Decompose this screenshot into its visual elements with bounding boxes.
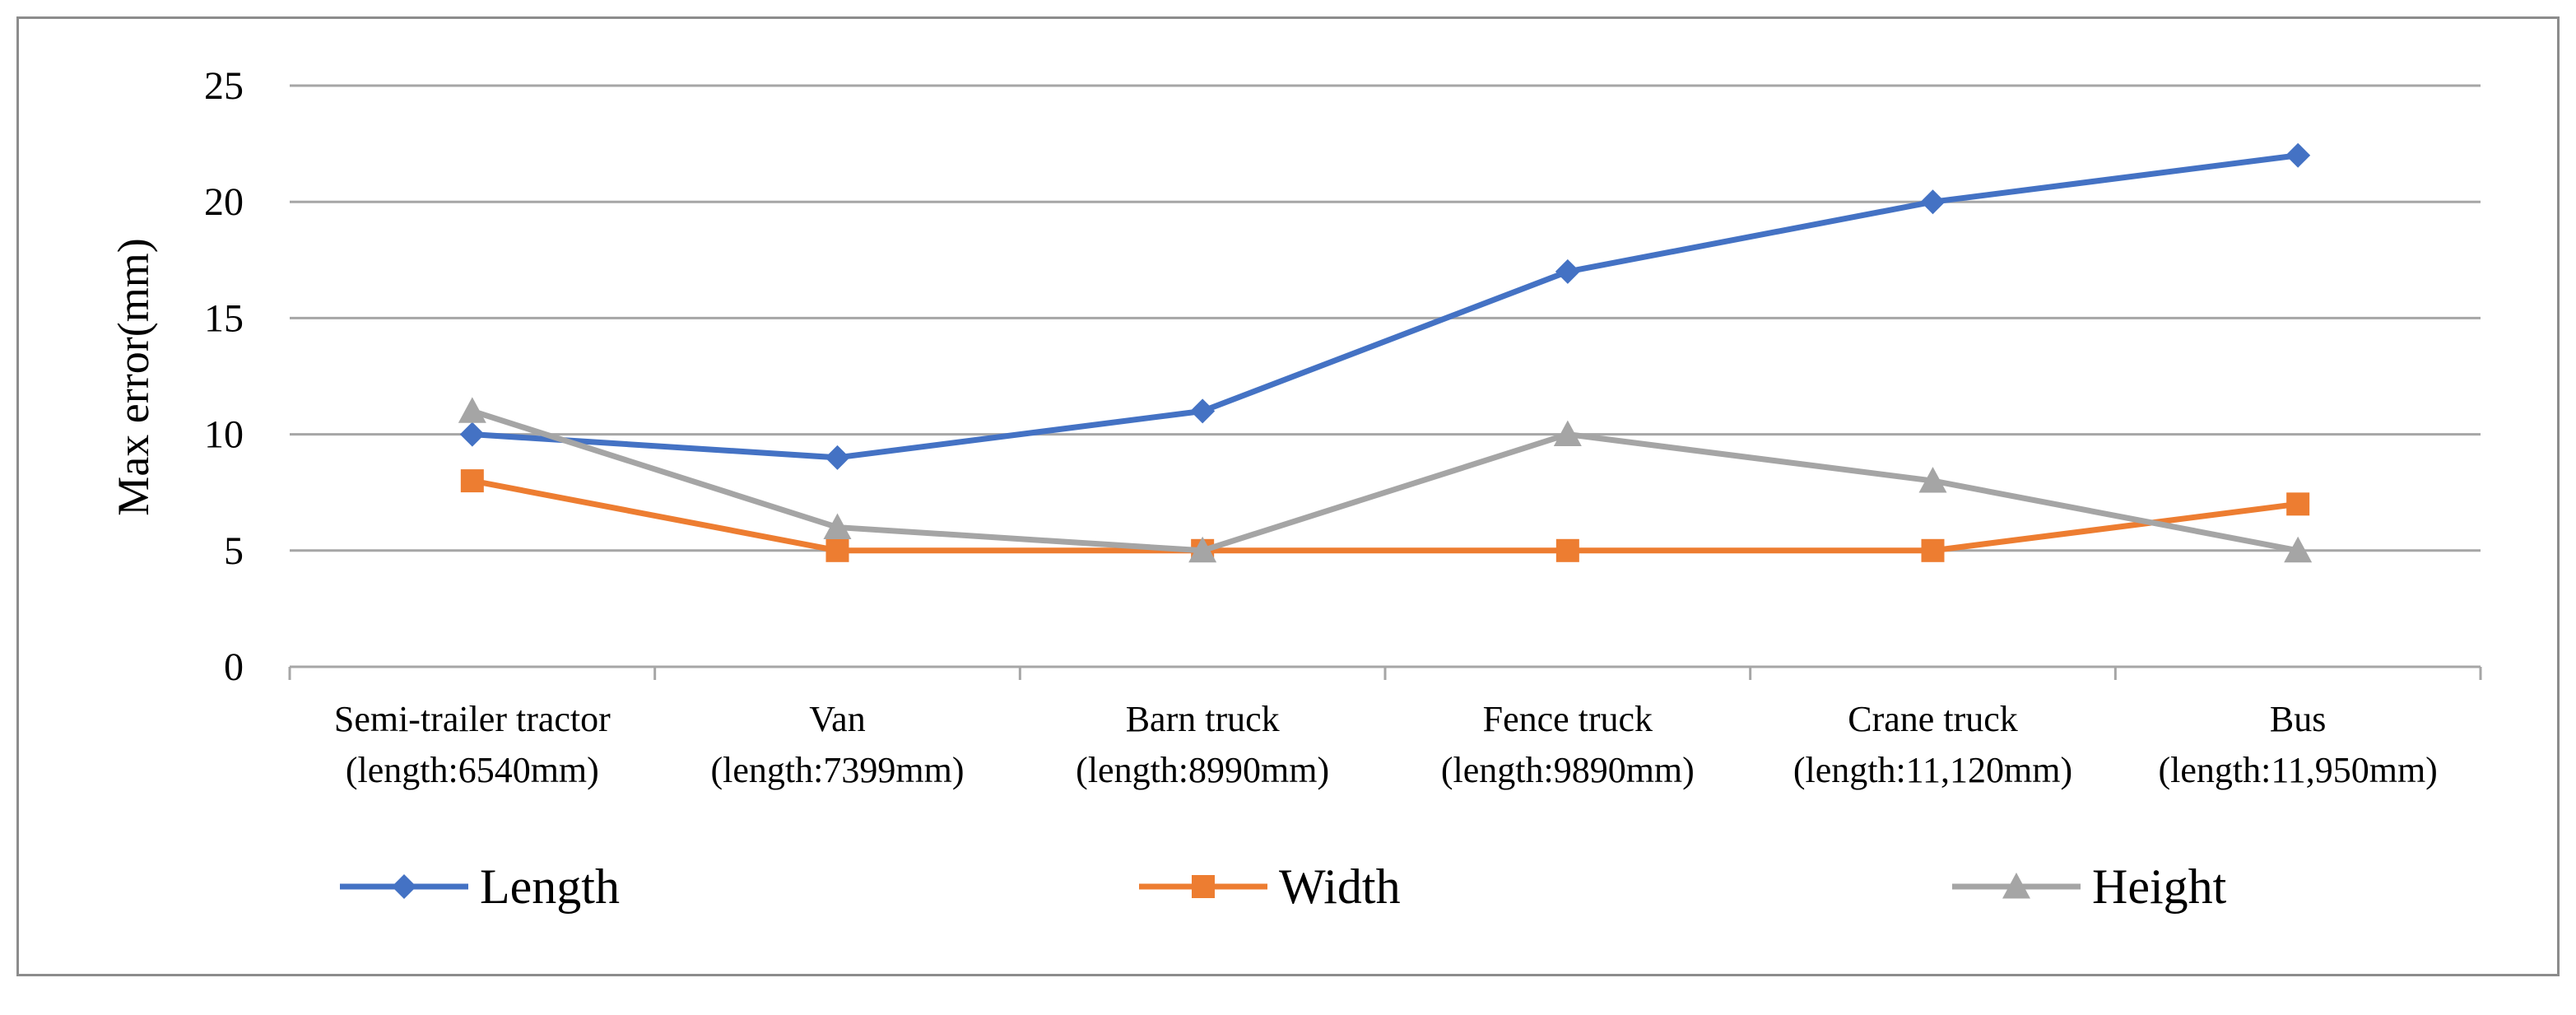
x-tick-label: Crane truck: [1848, 699, 2017, 739]
height-point: [1918, 467, 1947, 493]
length-point: [2285, 142, 2311, 168]
length-point: [1190, 398, 1216, 424]
x-tick-label-detail: (length:9890mm): [1441, 750, 1695, 790]
series-line-height: [471, 408, 2299, 554]
length-point: [1555, 258, 1580, 284]
x-tick-label: Barn truck: [1126, 699, 1280, 739]
y-tick-label: 25: [204, 64, 244, 108]
width-point: [825, 538, 849, 562]
x-tick-label-detail: (length:11,950mm): [2159, 750, 2438, 790]
height-point: [458, 397, 486, 423]
height-point: [1188, 536, 1217, 563]
y-tick-label: 20: [204, 180, 244, 224]
series-line-length: [472, 152, 2299, 461]
width-point: [460, 469, 484, 493]
width-point: [1921, 538, 1945, 562]
y-tick-label: 0: [224, 645, 244, 689]
x-axis: [288, 665, 2482, 680]
series-line-width: [472, 477, 2299, 554]
legend: Length Width Height: [340, 859, 2227, 914]
series-lines: [458, 142, 2313, 563]
x-tick-labels: Semi-trailer tractor (length:6540mm) Van (l…: [334, 699, 2438, 790]
length-point: [825, 445, 850, 470]
y-axis-label: Max error(mm): [109, 238, 158, 515]
legend-label-height: Height: [2092, 859, 2227, 914]
length-point: [1920, 189, 1946, 215]
height-point: [823, 513, 852, 540]
width-point: [1555, 538, 1579, 562]
legend-label-length: Length: [480, 859, 620, 914]
legend-marker-width: [1192, 875, 1215, 898]
width-point: [2286, 492, 2310, 516]
x-tick-label-detail: (length:8990mm): [1076, 750, 1329, 790]
height-point: [1553, 420, 1582, 447]
length-point: [459, 421, 485, 447]
x-tick-label-detail: (length:7399mm): [711, 750, 965, 790]
y-tick-labels: 0 5 10 15 20 25: [204, 64, 244, 689]
y-tick-label: 15: [204, 296, 244, 340]
x-tick-label-detail: (length:6540mm): [346, 750, 599, 790]
x-tick-label: Semi-trailer tractor: [334, 699, 611, 739]
y-tick-label: 5: [224, 529, 244, 573]
legend-label-width: Width: [1279, 859, 1401, 914]
legend-marker-height: [2002, 873, 2030, 899]
x-tick-label: Van: [809, 699, 865, 739]
x-tick-label: Fence truck: [1483, 699, 1653, 739]
gridlines: [290, 84, 2481, 552]
legend-marker-length: [392, 874, 416, 899]
x-tick-label-detail: (length:11,120mm): [1793, 750, 2072, 790]
x-tick-label: Bus: [2270, 699, 2326, 739]
y-tick-label: 10: [204, 413, 244, 457]
height-point: [2284, 536, 2313, 563]
